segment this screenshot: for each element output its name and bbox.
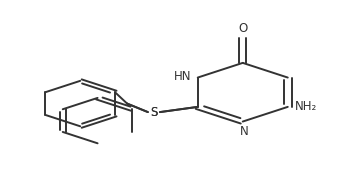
Text: N: N (240, 125, 249, 138)
Text: NH₂: NH₂ (295, 100, 317, 113)
Text: O: O (238, 22, 247, 35)
Text: S: S (150, 106, 158, 119)
Text: HN: HN (174, 70, 192, 83)
Text: S: S (150, 106, 158, 119)
